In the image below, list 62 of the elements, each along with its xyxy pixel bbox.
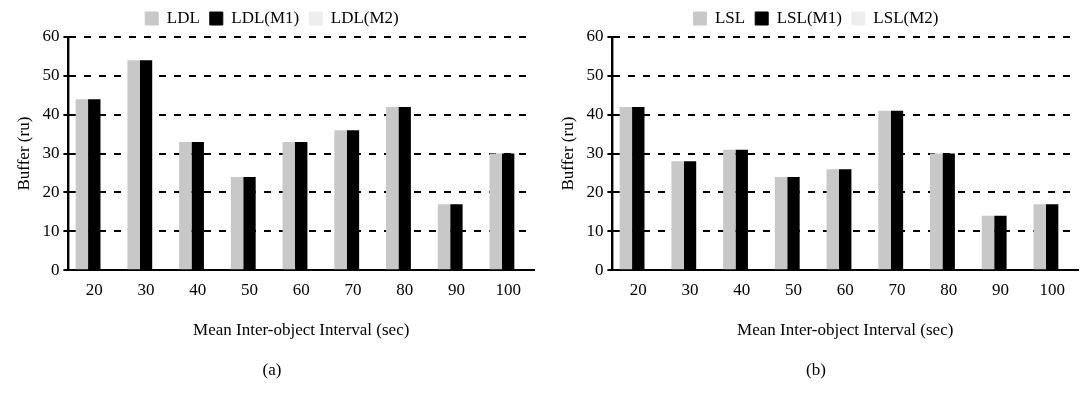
y-axis-title: Buffer (ru)	[557, 116, 577, 191]
x-tick-label: 100	[495, 279, 521, 299]
x-tick-label: 50	[240, 279, 258, 299]
y-tick-label: 10	[42, 220, 60, 240]
x-tick-label: 90	[447, 279, 465, 299]
text: (a)	[261, 360, 283, 380]
legend-label: LDL(M1)	[231, 7, 300, 27]
y-tick-label: 50	[42, 65, 60, 85]
bar	[930, 153, 943, 270]
y-tick-label: 0	[594, 259, 604, 279]
x-tick-label: 40	[733, 279, 751, 299]
y-tick-label: 0	[50, 259, 60, 279]
bar	[230, 176, 244, 270]
x-axis-title: Mean Inter-object Interval (sec)	[737, 320, 954, 340]
x-tick-label: 30	[137, 279, 155, 299]
x-tick-label: 40	[189, 279, 207, 299]
y-tick-label: 60	[586, 26, 604, 46]
legend-label: LSL(M2)	[873, 7, 939, 27]
bar	[282, 141, 295, 270]
bar	[127, 60, 140, 270]
x-tick-label: 70	[344, 279, 362, 299]
x-tick-label: 80	[940, 279, 958, 299]
bar	[671, 161, 684, 270]
y-axis-title: Buffer (ru)	[13, 116, 33, 191]
y-tick-label: 30	[586, 143, 604, 163]
x-tick-label: 80	[396, 279, 414, 299]
y-tick-label: 50	[586, 65, 604, 85]
x-axis-title: Mean Inter-object Interval (sec)	[193, 320, 410, 340]
x-tick-label: 20	[85, 279, 103, 299]
x-tick-label: 50	[784, 279, 802, 299]
text: (b)	[805, 360, 827, 380]
bar	[1033, 204, 1046, 270]
bar	[334, 130, 347, 270]
legend-label: LSL(M1)	[776, 7, 842, 27]
bar	[826, 169, 839, 270]
x-tick-label: 60	[292, 279, 310, 299]
x-tick-label: 70	[888, 279, 906, 299]
bar	[75, 99, 89, 270]
legend-label: LDL(M2)	[330, 7, 399, 27]
y-tick-label: 60	[42, 26, 60, 46]
bar	[489, 153, 502, 270]
bar	[878, 110, 891, 270]
x-tick-label: 30	[681, 279, 699, 299]
x-tick-label: 100	[1039, 279, 1065, 299]
y-tick-label: 30	[42, 143, 60, 163]
x-tick-label: 20	[629, 279, 647, 299]
bar	[437, 204, 451, 270]
y-tick-label: 20	[586, 181, 604, 201]
bar	[981, 215, 995, 270]
bar	[774, 176, 788, 270]
legend-label: LDL	[166, 7, 200, 27]
y-tick-label: 20	[42, 181, 60, 201]
x-tick-label: 60	[836, 279, 854, 299]
bar	[723, 149, 736, 270]
y-tick-label: 40	[42, 104, 60, 124]
y-tick-label: 10	[586, 220, 604, 240]
bar	[179, 141, 192, 270]
y-tick-label: 40	[586, 104, 604, 124]
bar	[619, 106, 633, 270]
legend-label: LSL	[714, 7, 746, 27]
x-tick-label: 90	[991, 279, 1009, 299]
bar	[386, 106, 399, 270]
